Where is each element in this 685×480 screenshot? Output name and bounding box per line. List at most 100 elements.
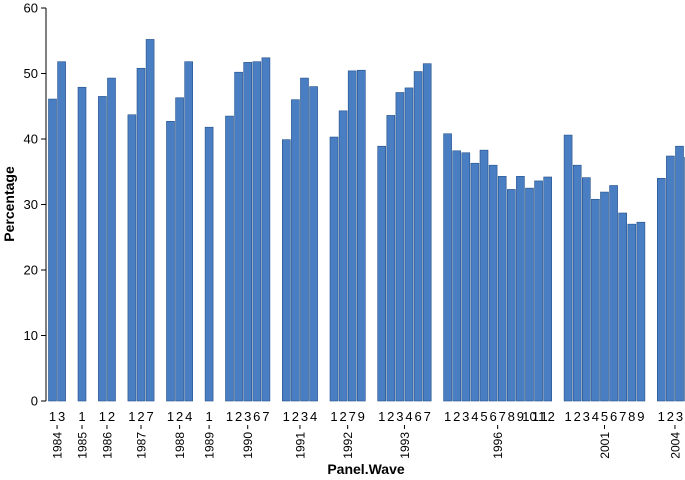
wave-label: 7 xyxy=(262,409,269,424)
bar-1996-wave-2 xyxy=(452,150,462,402)
wave-label: 3 xyxy=(583,409,590,424)
wave-label: 8 xyxy=(628,409,635,424)
bar-1996-wave-5 xyxy=(479,149,489,402)
bar-1993-wave-1 xyxy=(377,145,387,402)
year-label: 2001 xyxy=(598,432,612,459)
wave-label: 3 xyxy=(58,409,65,424)
bar-1996-wave-8 xyxy=(506,189,516,402)
bar-1996-wave-4 xyxy=(470,162,480,402)
bar-1996-wave-10 xyxy=(525,187,534,402)
wave-label: 4 xyxy=(405,409,412,424)
wave-label: 2 xyxy=(108,409,115,424)
wave-label: 2 xyxy=(667,409,674,424)
year-label: 1988 xyxy=(173,432,187,459)
wave-label: 6 xyxy=(253,409,260,424)
y-tick-label: 30 xyxy=(24,197,38,212)
wave-label: 4 xyxy=(592,409,599,424)
wave-label: 1 xyxy=(283,409,290,424)
wave-label: 9 xyxy=(358,409,365,424)
bar-1986-wave-2 xyxy=(107,77,116,402)
bar-1993-wave-6 xyxy=(413,71,423,402)
wave-label: 7 xyxy=(349,409,356,424)
bar-1984-wave-3 xyxy=(57,61,66,402)
bar-1990-wave-3 xyxy=(243,62,252,402)
wave-label: 1 xyxy=(128,409,135,424)
wave-label: 5 xyxy=(480,409,487,424)
wave-label: 3 xyxy=(676,409,683,424)
wave-label: 1 xyxy=(99,409,106,424)
bar-2001-wave-1 xyxy=(563,134,573,402)
y-axis-title: Percentage xyxy=(1,166,17,242)
wave-label: 2 xyxy=(453,409,460,424)
wave-label: 11 xyxy=(532,409,546,424)
wave-label: 1 xyxy=(226,409,233,424)
year-label: 1990 xyxy=(241,432,255,459)
bar-1992-wave-7 xyxy=(347,70,357,402)
wave-label: 7 xyxy=(499,409,506,424)
wave-label: 2 xyxy=(176,409,183,424)
bar-1996-wave-6 xyxy=(488,164,498,402)
bar-1989-wave-1 xyxy=(204,126,214,402)
year-label: 1986 xyxy=(100,432,114,459)
wave-label: 7 xyxy=(424,409,431,424)
bar-1987-wave-2 xyxy=(136,67,146,402)
wave-label: 1 xyxy=(49,409,56,424)
wave-label: 4 xyxy=(471,409,478,424)
bar-1990-wave-1 xyxy=(225,115,234,402)
bar-2001-wave-4 xyxy=(591,198,600,402)
bar-2001-wave-3 xyxy=(581,177,591,402)
bar-1990-wave-7 xyxy=(261,57,271,402)
year-label: 1989 xyxy=(203,432,217,459)
wave-label: 2 xyxy=(235,409,242,424)
bar-2004-wave-3 xyxy=(675,145,684,402)
year-label: 1991 xyxy=(293,432,307,459)
wave-label: 1 xyxy=(167,409,174,424)
wave-label: 6 xyxy=(489,409,496,424)
wave-label: 7 xyxy=(146,409,153,424)
year-label: 1985 xyxy=(76,432,90,459)
wave-label: 2 xyxy=(339,409,346,424)
wave-label: 9 xyxy=(517,409,524,424)
bar-2001-wave-2 xyxy=(572,164,582,402)
wave-label: 3 xyxy=(301,409,308,424)
bar-1985-wave-1 xyxy=(77,86,87,402)
year-label: 1987 xyxy=(135,432,149,459)
y-tick-label: 40 xyxy=(24,132,38,147)
year-label: 1992 xyxy=(341,432,355,459)
bar-2001-wave-9 xyxy=(636,221,646,402)
bar-1992-wave-2 xyxy=(338,110,348,402)
year-label: 2004 xyxy=(668,432,682,459)
bar-2001-wave-8 xyxy=(627,223,637,402)
wave-label: 6 xyxy=(610,409,617,424)
bar-1993-wave-4 xyxy=(404,87,414,402)
bar-2004-wave-2 xyxy=(666,155,675,402)
wave-label: 8 xyxy=(508,409,515,424)
bar-1987-wave-1 xyxy=(127,114,137,402)
y-tick-label: 20 xyxy=(24,263,38,278)
bar-1990-wave-6 xyxy=(252,61,262,402)
wave-label: 1 xyxy=(330,409,337,424)
bar-1992-wave-9 xyxy=(356,69,366,402)
bar-2001-wave-7 xyxy=(618,212,628,402)
bar-1988-wave-2 xyxy=(175,97,184,402)
wave-label: 12 xyxy=(540,409,554,424)
bar-1991-wave-3 xyxy=(300,77,309,402)
wave-label: 2 xyxy=(574,409,581,424)
bar-1996-wave-11 xyxy=(534,180,543,402)
y-tick-label: 10 xyxy=(24,328,38,343)
bar-1991-wave-4 xyxy=(309,86,318,402)
wave-label: 1 xyxy=(658,409,665,424)
wave-label: 1 xyxy=(564,409,571,424)
bar-1991-wave-2 xyxy=(291,99,300,402)
year-label: 1996 xyxy=(491,432,505,459)
bar-1992-wave-1 xyxy=(329,136,339,402)
y-tick-label: 50 xyxy=(24,66,38,81)
bar-2001-wave-5 xyxy=(600,191,609,402)
bar-1990-wave-2 xyxy=(234,71,243,402)
wave-label: 3 xyxy=(244,409,251,424)
bar-1986-wave-1 xyxy=(98,96,107,402)
wave-label: 1 xyxy=(205,409,212,424)
bar-1984-wave-1 xyxy=(48,98,57,402)
